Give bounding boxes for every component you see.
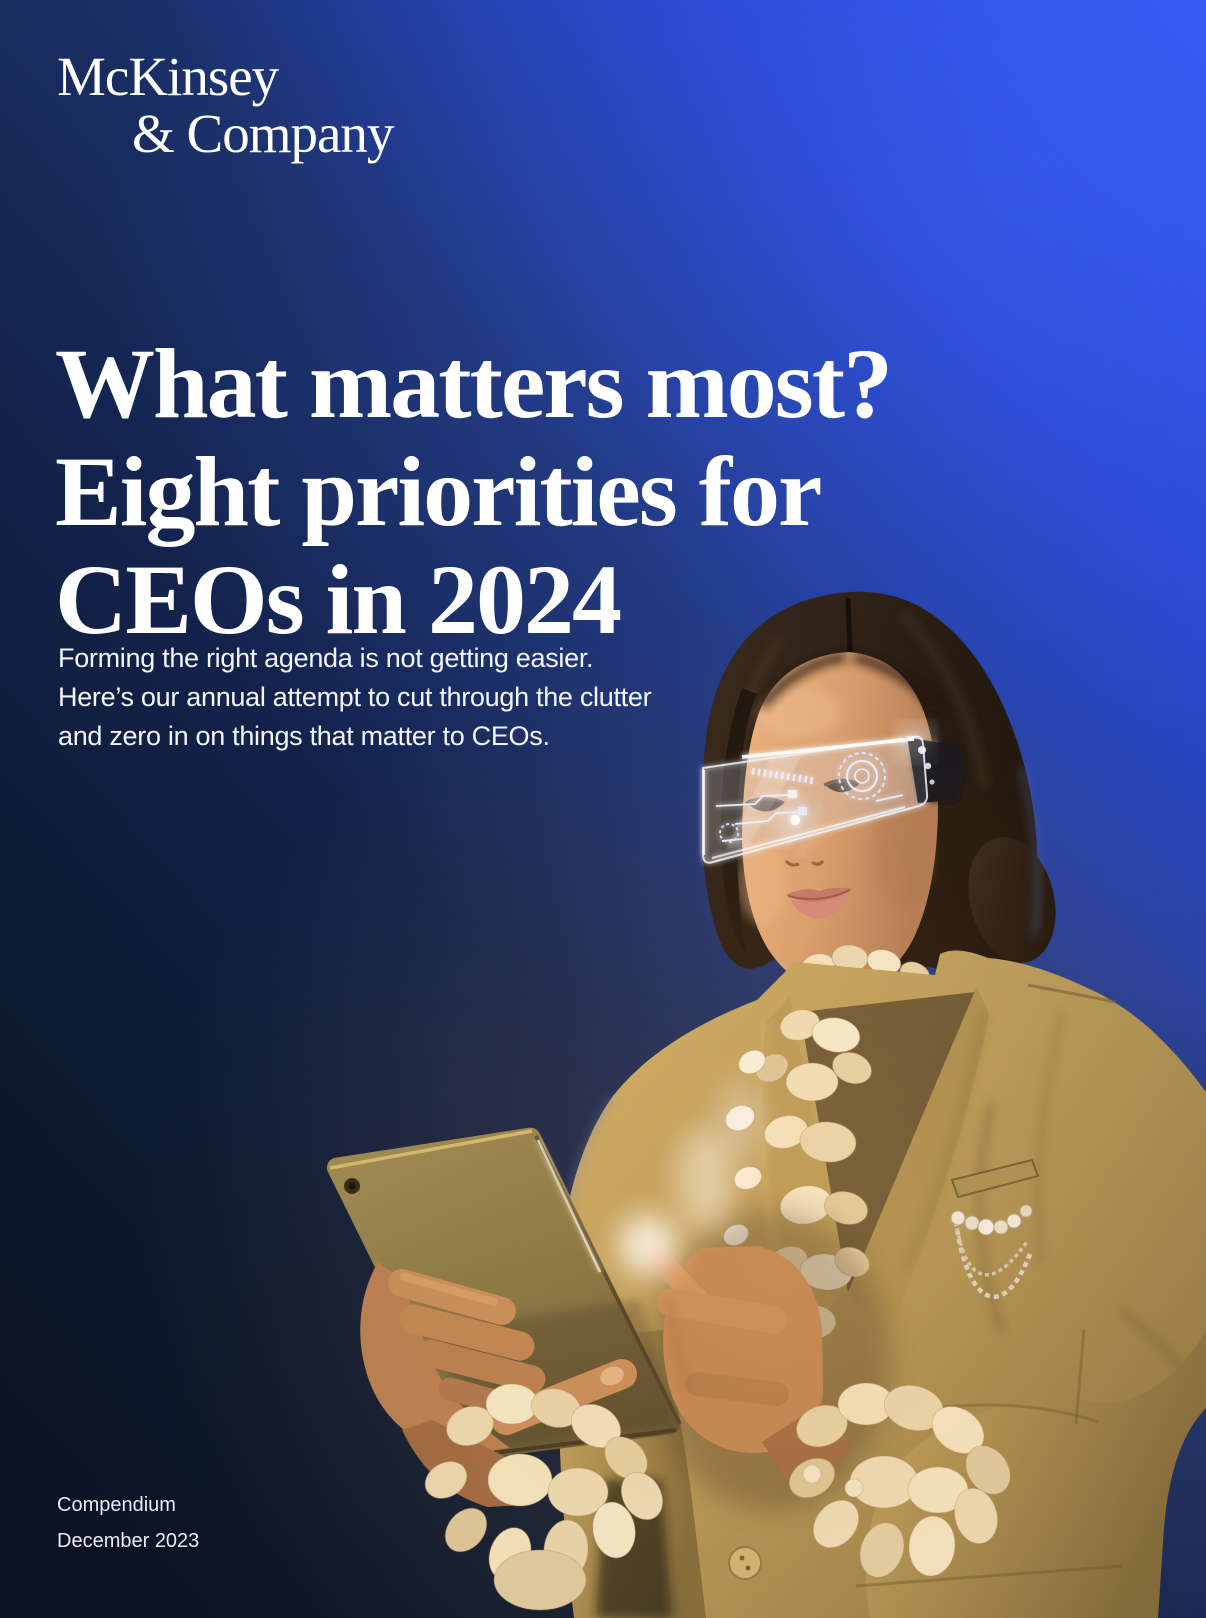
subtitle-line-2: Here’s our annual attempt to cut through… (58, 682, 652, 712)
mckinsey-logo: McKinsey & Company (57, 46, 394, 164)
title-line-2: Eight priorities for (55, 436, 822, 547)
title-line-1: What matters most? (55, 328, 893, 439)
subtitle-line-3: and zero in on things that matter to CEO… (58, 721, 550, 751)
title-line-3: CEOs in 2024 (55, 544, 622, 655)
logo-line-2: & Company (132, 103, 394, 164)
doc-type-label: Compendium (57, 1494, 176, 1516)
page-title: What matters most? Eight priorities for … (55, 330, 1015, 654)
subtitle-line-1: Forming the right agenda is not getting … (58, 643, 594, 673)
logo-line-1: McKinsey (57, 46, 279, 107)
subtitle: Forming the right agenda is not getting … (58, 639, 758, 756)
doc-date-label: December 2023 (57, 1530, 200, 1552)
warm-light-overlay (140, 610, 1206, 1618)
footer-meta: Compendium December 2023 (57, 1487, 199, 1559)
